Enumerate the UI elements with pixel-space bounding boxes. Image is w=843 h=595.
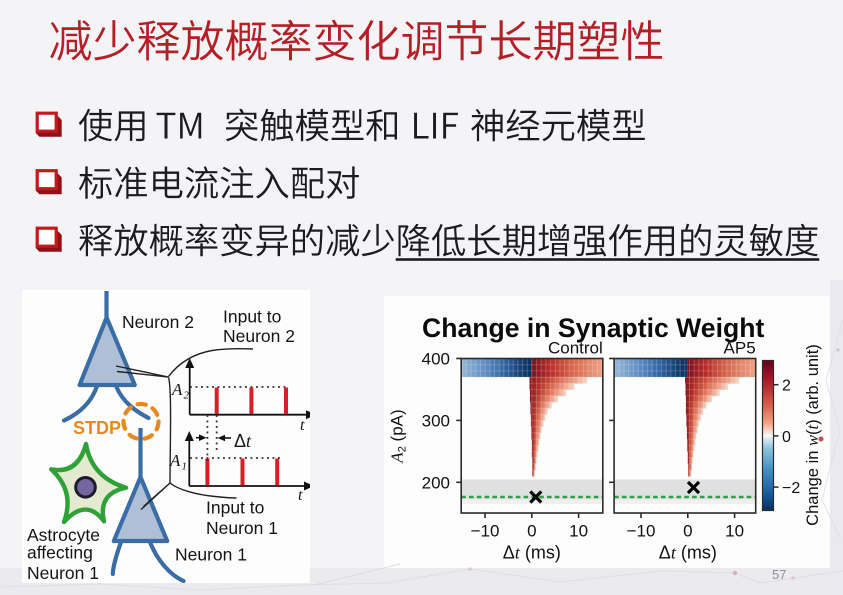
svg-text:t: t — [300, 417, 305, 434]
svg-text:0: 0 — [782, 429, 791, 446]
svg-text:Neuron 2: Neuron 2 — [223, 326, 295, 346]
svg-text:400: 400 — [422, 350, 450, 369]
svg-text:A: A — [171, 380, 183, 399]
svg-text:Neuron 1: Neuron 1 — [175, 545, 247, 565]
svg-text:−2: −2 — [782, 480, 800, 497]
svg-text:AP5: AP5 — [724, 339, 756, 358]
svg-text:Neuron 1: Neuron 1 — [206, 518, 278, 538]
svg-text:0: 0 — [683, 522, 692, 541]
svg-text:−10: −10 — [471, 522, 500, 541]
svg-text:Input to: Input to — [206, 498, 264, 518]
svg-text:Neuron 1: Neuron 1 — [27, 563, 99, 583]
svg-text:affecting: affecting — [27, 543, 93, 563]
svg-text:200: 200 — [422, 473, 450, 492]
svg-text:STDP: STDP — [73, 418, 121, 438]
svg-text:Δt: Δt — [234, 431, 252, 451]
svg-text:Δt (ms): Δt (ms) — [503, 543, 561, 563]
svg-text:10: 10 — [569, 522, 588, 541]
svg-text:1: 1 — [182, 461, 188, 473]
svg-text:2: 2 — [782, 378, 791, 395]
svg-text:A2 (pA): A2 (pA) — [388, 409, 409, 463]
svg-text:Neuron 2: Neuron 2 — [122, 312, 194, 332]
svg-text:Input to: Input to — [223, 307, 281, 327]
svg-text:Astrocyte: Astrocyte — [27, 525, 100, 545]
svg-text:t: t — [298, 487, 303, 504]
svg-text:300: 300 — [422, 411, 450, 430]
svg-text:2: 2 — [184, 390, 190, 402]
svg-text:Change in Synaptic Weight: Change in Synaptic Weight — [422, 313, 764, 343]
svg-text:−10: −10 — [627, 522, 656, 541]
svg-text:0: 0 — [527, 522, 536, 541]
svg-text:10: 10 — [725, 522, 744, 541]
svg-text:Control: Control — [548, 339, 603, 358]
svg-text:A: A — [169, 451, 181, 470]
svg-text:Change in w(t) (arb. unit): Change in w(t) (arb. unit) — [803, 344, 822, 526]
svg-text:Δt (ms): Δt (ms) — [659, 543, 717, 563]
